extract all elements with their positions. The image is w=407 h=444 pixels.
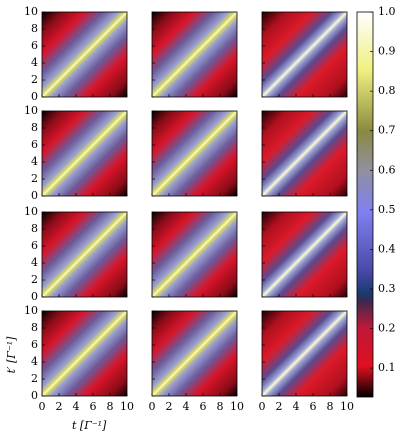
panel-frame [261,110,348,197]
colorbar-tick-label: 0.1 [378,361,396,374]
y-tick-label: 8 [31,321,38,334]
panel-frame [41,310,128,397]
y-tick-label: 10 [24,304,38,317]
heatmap-panel [152,311,237,396]
y-tick-label: 2 [31,73,38,86]
colorbar-tick-label: 0.2 [378,322,396,335]
panel-frame [41,11,128,98]
x-tick-label: 0 [149,400,156,413]
y-tick-label: 10 [24,205,38,218]
y-tick-label: 6 [31,138,38,151]
x-tick-label: 2 [166,400,173,413]
y-tick-label: 2 [31,273,38,286]
colorbar-tick-label: 0.3 [378,282,396,295]
y-tick-label: 4 [31,155,38,168]
colorbar-tick-label: 0.4 [378,242,396,255]
y-tick-label: 8 [31,121,38,134]
y-tick-label: 4 [31,355,38,368]
heatmap-panel [42,311,127,396]
colorbar-tick-label: 0.5 [378,203,396,216]
x-tick-label: 8 [217,400,224,413]
y-tick-label: 4 [31,56,38,69]
x-tick-label: 10 [120,400,134,413]
colorbar-tick-label: 0.9 [378,45,396,58]
y-tick-label: 0 [31,290,38,303]
x-tick-label: 10 [340,400,354,413]
x-axis-label: t [Γ⁻¹] [72,419,107,432]
colorbar-tick-label: 0.8 [378,84,396,97]
heatmap-panel [152,212,237,297]
x-tick-label: 2 [276,400,283,413]
y-tick-label: 0 [31,189,38,202]
y-tick-label: 0 [31,90,38,103]
x-tick-label: 8 [327,400,334,413]
x-tick-label: 6 [90,400,97,413]
y-tick-label: 10 [24,104,38,117]
x-tick-label: 2 [56,400,63,413]
x-tick-label: 4 [293,400,300,413]
x-tick-label: 10 [230,400,244,413]
colorbar [356,11,374,398]
heatmap-panel [152,111,237,196]
heatmap-panel [262,212,347,297]
y-tick-label: 0 [31,389,38,402]
x-tick-label: 0 [259,400,266,413]
y-tick-label: 8 [31,222,38,235]
y-tick-label: 4 [31,256,38,269]
y-tick-label: 10 [24,5,38,18]
x-tick-label: 6 [310,400,317,413]
y-tick-label: 6 [31,39,38,52]
colorbar-tick-label: 1.0 [378,5,396,18]
heatmap-panel [262,111,347,196]
panel-frame [261,310,348,397]
panel-frame [41,211,128,298]
x-tick-label: 4 [183,400,190,413]
y-tick-label: 2 [31,172,38,185]
panel-frame [151,310,238,397]
x-tick-label: 0 [39,400,46,413]
heatmap-panel [262,12,347,97]
y-tick-label: 6 [31,239,38,252]
panel-frame [151,211,238,298]
x-tick-label: 8 [107,400,114,413]
heatmap-panel [152,12,237,97]
panel-frame [261,211,348,298]
heatmap-panel [262,311,347,396]
panel-frame [151,110,238,197]
y-axis-label: t′ [Γ⁻¹] [5,336,18,374]
colorbar-tick-label: 0.7 [378,124,396,137]
colorbar-tick-label: 0.6 [378,163,396,176]
y-tick-label: 2 [31,372,38,385]
heatmap-panel [42,212,127,297]
x-tick-label: 6 [200,400,207,413]
heatmap-panel [42,111,127,196]
y-tick-label: 8 [31,22,38,35]
panel-frame [151,11,238,98]
panel-frame [41,110,128,197]
heatmap-panel [42,12,127,97]
panel-frame [261,11,348,98]
x-tick-label: 4 [73,400,80,413]
y-tick-label: 6 [31,338,38,351]
